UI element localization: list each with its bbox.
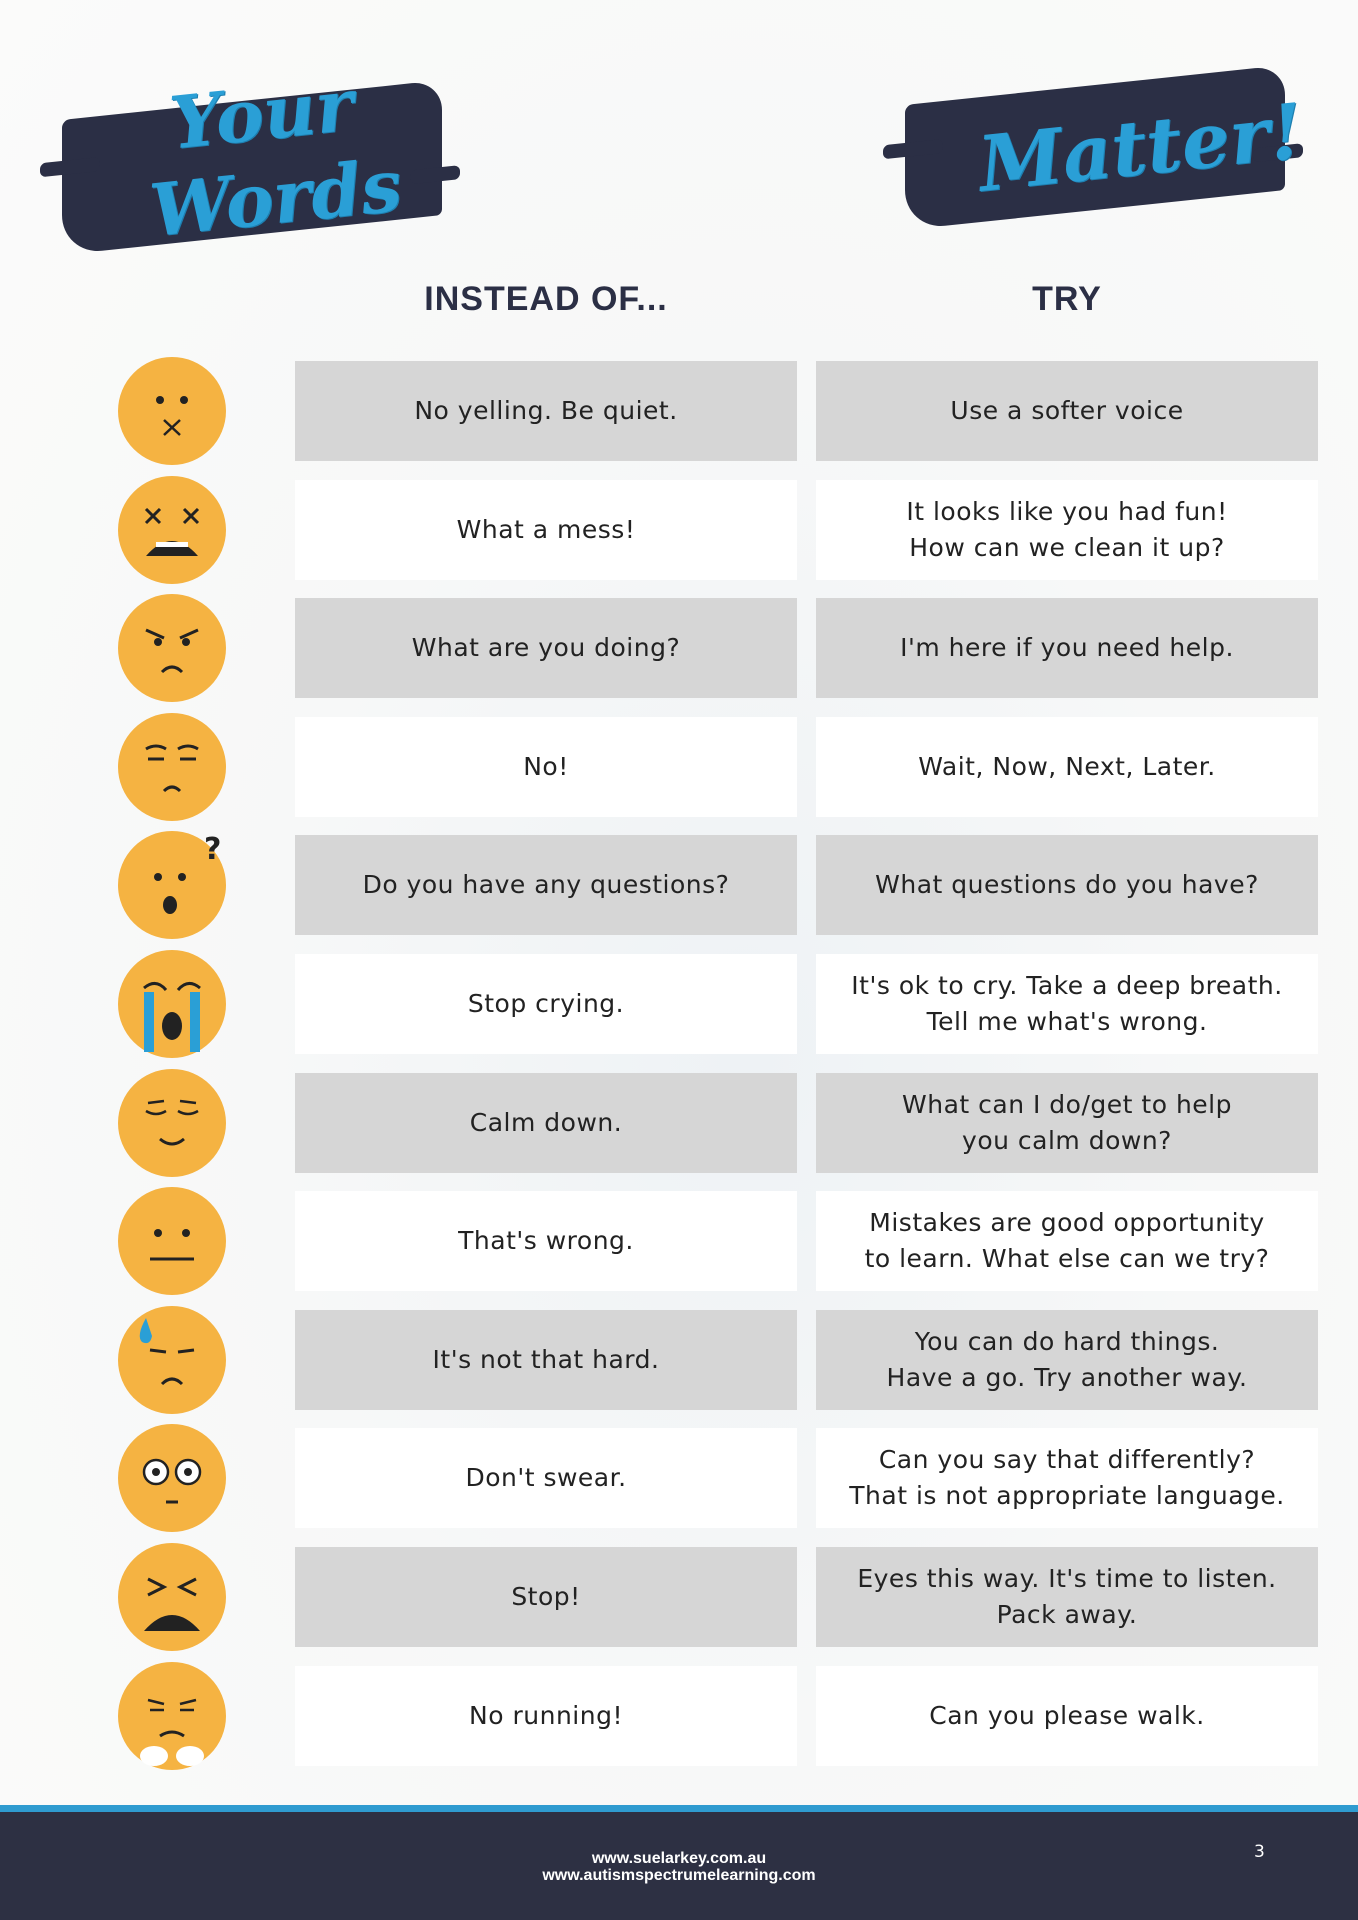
squinting-distressed-face-icon: [118, 1543, 226, 1651]
instead-of-cell: No!: [295, 716, 797, 817]
angry-face-icon: [118, 594, 226, 703]
instead-of-cell: Stop crying.: [295, 954, 797, 1054]
try-cell: Wait, Now, Next, Later.: [816, 716, 1318, 817]
table-row: ? Do you have any questions? What question…: [0, 831, 1358, 940]
wide-eyed-face-icon: [118, 1424, 226, 1533]
table-row: That's wrong. Mistakes are good opportuni…: [0, 1187, 1358, 1296]
instead-of-cell: That's wrong.: [295, 1191, 797, 1292]
table-row: Stop crying. It's ok to cry. Take a deep …: [0, 950, 1358, 1058]
confused-question-face-icon: ?: [118, 831, 226, 940]
instead-of-cell: Stop!: [295, 1547, 797, 1647]
instead-of-cell: What a mess!: [295, 479, 797, 580]
try-cell: I'm here if you need help.: [816, 598, 1318, 699]
column-header-instead-of: INSTEAD OF...: [424, 280, 668, 318]
sweat-drop-face-icon: [118, 1305, 226, 1414]
svg-text:?: ?: [204, 832, 221, 867]
table-row: What are you doing? I'm here if you need …: [0, 594, 1358, 703]
try-cell: Mistakes are good opportunity to learn. …: [816, 1191, 1318, 1292]
try-cell: Can you say that differently? That is no…: [816, 1428, 1318, 1529]
table-row: It's not that hard. You can do hard thing…: [0, 1305, 1358, 1414]
title-your: Your: [166, 61, 358, 166]
instead-of-cell: Calm down.: [295, 1072, 797, 1173]
table-row: Calm down. What can I do/get to help you …: [0, 1068, 1358, 1177]
footer-url-1[interactable]: www.suelarkey.com.au: [591, 1850, 767, 1867]
crying-face-icon: [118, 950, 226, 1058]
table-row: No! Wait, Now, Next, Later.: [0, 712, 1358, 821]
try-cell: Use a softer voice: [816, 361, 1318, 461]
footer-accent-line: [0, 1805, 1358, 1812]
footer-url-2[interactable]: www.autismspectrumelearning.com: [542, 1867, 816, 1884]
mouth-zipped-x-icon: [118, 357, 226, 465]
table-row: Stop! Eyes this way. It's time to listen.…: [0, 1543, 1358, 1651]
page-number: 3: [1254, 1842, 1265, 1862]
instead-of-cell: No yelling. Be quiet.: [295, 361, 797, 461]
table-row: What a mess! It looks like you had fun! H…: [0, 475, 1358, 584]
instead-of-cell: No running!: [295, 1665, 797, 1766]
title-words: Words: [146, 142, 406, 253]
relieved-face-icon: [118, 1068, 226, 1177]
try-cell: What questions do you have?: [816, 835, 1318, 936]
steam-nose-face-icon: [118, 1661, 226, 1770]
try-cell: What can I do/get to help you calm down?: [816, 1072, 1318, 1173]
try-cell: Eyes this way. It's time to listen. Pack…: [816, 1547, 1318, 1647]
distressed-x-eyes-icon: [118, 475, 226, 584]
try-cell: You can do hard things. Have a go. Try a…: [816, 1309, 1318, 1410]
try-cell: It's ok to cry. Take a deep breath. Tell…: [816, 954, 1318, 1054]
neutral-face-icon: [118, 1187, 226, 1296]
try-cell: Can you please walk.: [816, 1665, 1318, 1766]
instead-of-cell: Do you have any questions?: [295, 835, 797, 936]
table-row: Don't swear. Can you say that differently…: [0, 1424, 1358, 1533]
table-row: No running! Can you please walk.: [0, 1661, 1358, 1770]
unamused-face-icon: [118, 712, 226, 821]
instead-of-cell: Don't swear.: [295, 1428, 797, 1529]
footer: [0, 1812, 1358, 1920]
instead-of-cell: It's not that hard.: [295, 1309, 797, 1410]
instead-of-cell: What are you doing?: [295, 598, 797, 699]
column-header-try: TRY: [1032, 280, 1102, 318]
try-cell: It looks like you had fun! How can we cl…: [816, 479, 1318, 580]
table-row: No yelling. Be quiet. Use a softer voice: [0, 357, 1358, 465]
